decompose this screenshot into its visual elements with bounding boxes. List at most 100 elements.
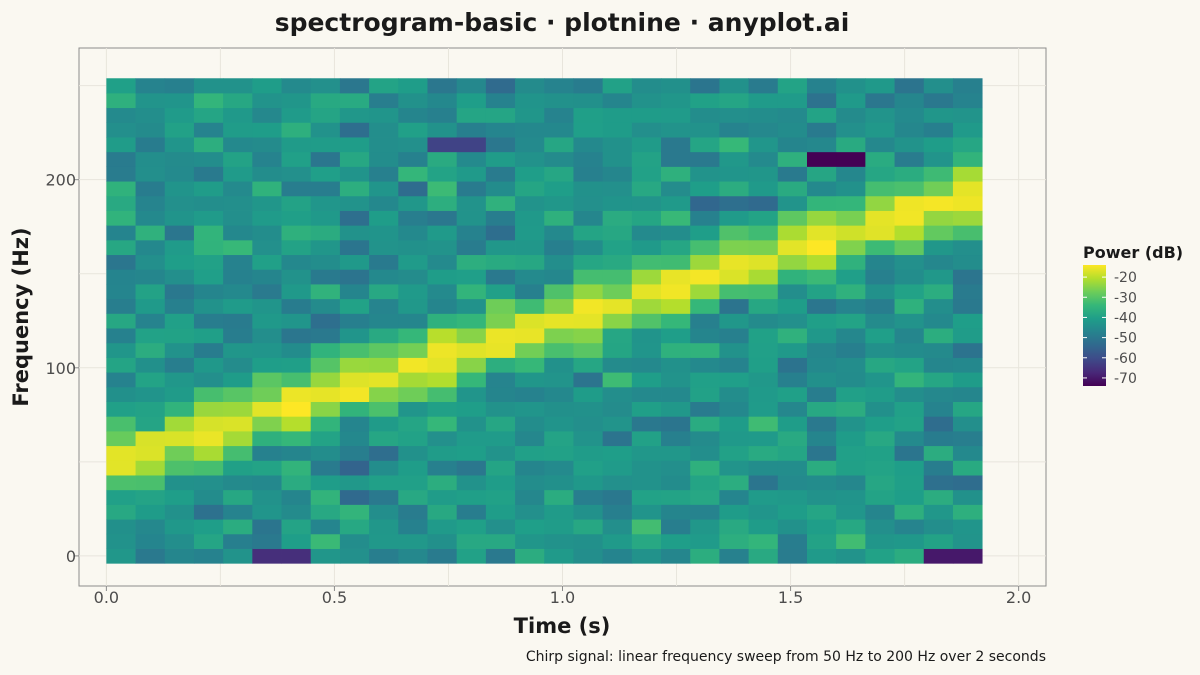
- spectrogram-cell: [544, 548, 574, 564]
- spectrogram-cell: [281, 107, 312, 123]
- spectrogram-cell: [806, 489, 837, 505]
- spectrogram-cell: [602, 122, 633, 138]
- spectrogram-cell: [544, 489, 574, 505]
- spectrogram-cell: [106, 195, 136, 211]
- spectrogram-cell: [398, 372, 428, 388]
- spectrogram-cell: [748, 254, 779, 270]
- spectrogram-cell: [836, 107, 866, 123]
- spectrogram-cell: [427, 254, 458, 270]
- spectrogram-cell: [719, 430, 749, 447]
- spectrogram-cell: [252, 195, 282, 211]
- spectrogram-cell: [515, 151, 545, 167]
- spectrogram-cell: [836, 533, 866, 549]
- spectrogram-cell: [602, 489, 633, 505]
- spectrogram-cell: [748, 107, 779, 123]
- spectrogram-cell: [661, 401, 691, 417]
- spectrogram-cell: [427, 533, 458, 549]
- spectrogram-cell: [894, 269, 925, 285]
- spectrogram-cell: [836, 166, 866, 182]
- spectrogram-cell: [369, 328, 399, 344]
- spectrogram-cell: [602, 445, 633, 461]
- spectrogram-cell: [865, 445, 895, 461]
- spectrogram-cell: [193, 78, 224, 94]
- spectrogram-cell: [485, 357, 516, 373]
- spectrogram-cell: [661, 269, 691, 285]
- spectrogram-cell: [836, 416, 866, 432]
- spectrogram-cell: [748, 342, 779, 358]
- spectrogram-cell: [952, 460, 983, 476]
- spectrogram-cell: [661, 137, 691, 153]
- legend: Power (dB) -20 -30 -40 -50 -60 -70: [1083, 243, 1183, 387]
- spectrogram-cell: [719, 548, 749, 564]
- spectrogram-cell: [339, 239, 370, 256]
- spectrogram-cell: [661, 416, 691, 432]
- spectrogram-cell: [806, 239, 837, 256]
- spectrogram-cell: [223, 122, 253, 138]
- spectrogram-cell: [485, 107, 516, 123]
- spectrogram-cell: [369, 416, 399, 432]
- spectrogram-cell: [456, 357, 487, 373]
- spectrogram-cell: [193, 313, 224, 329]
- spectrogram-cell: [690, 284, 720, 300]
- x-tick-label: 0.0: [94, 588, 119, 607]
- spectrogram-cell: [544, 92, 574, 109]
- spectrogram-cell: [515, 342, 545, 358]
- spectrogram-cell: [544, 504, 574, 520]
- spectrogram-cell: [339, 284, 370, 300]
- spectrogram-cell: [398, 401, 428, 417]
- spectrogram-cell: [544, 151, 574, 167]
- spectrogram-cell: [193, 460, 224, 476]
- spectrogram-cell: [894, 225, 925, 241]
- spectrogram-cell: [865, 504, 895, 520]
- spectrogram-cell: [602, 372, 633, 388]
- spectrogram-cell: [515, 504, 545, 520]
- spectrogram-cell: [223, 151, 253, 167]
- spectrogram-cell: [952, 504, 983, 520]
- spectrogram-cell: [631, 166, 662, 182]
- spectrogram-cell: [777, 210, 808, 226]
- spectrogram-cell: [661, 298, 691, 314]
- spectrogram-cell: [281, 225, 312, 241]
- spectrogram-cell: [398, 210, 428, 226]
- spectrogram-cell: [806, 386, 837, 402]
- spectrogram-cell: [252, 504, 282, 520]
- spectrogram-cell: [456, 166, 487, 182]
- spectrogram-cell: [193, 166, 224, 182]
- x-axis-ticks: 0.0 0.5 1.0 1.5 2.0: [94, 586, 1031, 607]
- spectrogram-cell: [310, 122, 341, 138]
- spectrogram-cell: [515, 254, 545, 270]
- spectrogram-cell: [339, 475, 370, 491]
- spectrogram-cell: [894, 357, 925, 373]
- spectrogram-cell: [193, 548, 224, 564]
- spectrogram-cell: [515, 533, 545, 549]
- spectrogram-cell: [544, 78, 574, 94]
- spectrogram-cell: [573, 328, 604, 344]
- spectrogram-cell: [135, 460, 166, 476]
- spectrogram-cell: [456, 533, 487, 549]
- spectrogram-cell: [777, 489, 808, 505]
- spectrogram-cell: [923, 357, 954, 373]
- spectrogram-cell: [573, 181, 604, 197]
- spectrogram-cell: [952, 195, 983, 211]
- spectrogram-cell: [106, 210, 136, 226]
- spectrogram-cell: [719, 519, 749, 535]
- spectrogram-cell: [252, 269, 282, 285]
- spectrogram-cell: [398, 166, 428, 182]
- spectrogram-cell: [193, 519, 224, 535]
- spectrogram-cell: [515, 475, 545, 491]
- spectrogram-cell: [865, 269, 895, 285]
- spectrogram-cell: [865, 548, 895, 564]
- spectrogram-cell: [106, 386, 136, 402]
- spectrogram-cell: [427, 460, 458, 476]
- spectrogram-cell: [923, 137, 954, 153]
- spectrogram-cell: [135, 386, 166, 402]
- spectrogram-cell: [894, 489, 925, 505]
- spectrogram-cell: [281, 548, 312, 564]
- spectrogram-cell: [894, 122, 925, 138]
- spectrogram-cell: [923, 416, 954, 432]
- spectrogram-cell: [223, 269, 253, 285]
- spectrogram-cell: [777, 313, 808, 329]
- spectrogram-cell: [544, 225, 574, 241]
- spectrogram-cell: [164, 548, 195, 564]
